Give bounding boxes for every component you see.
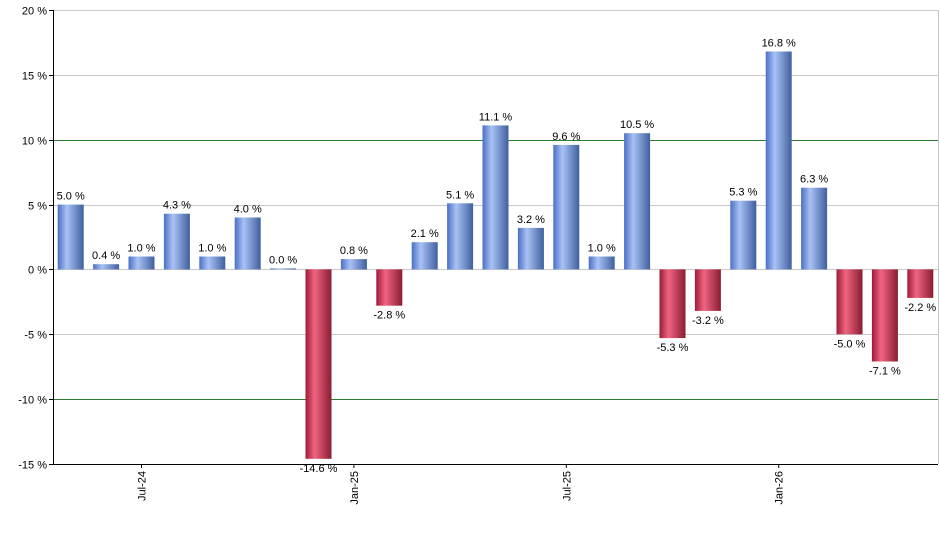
- data-label: -2.2 %: [904, 302, 936, 314]
- data-label: -2.8 %: [373, 310, 405, 322]
- bars: [57, 51, 934, 459]
- data-label: 1.0 %: [588, 243, 616, 255]
- data-label: 1.0 %: [198, 243, 226, 255]
- data-label: 10.5 %: [620, 119, 654, 131]
- y-tick-label: 5 %: [28, 201, 47, 213]
- bar-positive: [624, 133, 651, 270]
- data-label: -14.6 %: [300, 463, 338, 475]
- data-label: 5.1 %: [446, 189, 474, 201]
- bar-positive: [270, 268, 297, 270]
- bar-positive: [553, 144, 580, 270]
- y-tick-label: 0 %: [28, 265, 47, 277]
- data-label: 16.8 %: [762, 38, 796, 50]
- data-label: 0.8 %: [340, 245, 368, 257]
- bar-negative: [659, 269, 686, 339]
- y-tick-label: 10 %: [22, 136, 47, 148]
- bar-positive: [801, 187, 828, 270]
- bar-positive: [199, 256, 226, 270]
- bar-negative: [694, 269, 721, 311]
- data-label: 5.0 %: [57, 191, 85, 203]
- data-label: 4.0 %: [234, 204, 262, 216]
- y-tick-label: 20 %: [22, 6, 47, 18]
- data-label: 6.3 %: [800, 174, 828, 186]
- data-label: 2.1 %: [411, 228, 439, 240]
- axes: 20 % 15 % 10 % 5 % 0 % -5 % -10 % -15 % Jul-24 Ja…: [18, 6, 938, 505]
- bar-positive: [411, 242, 438, 270]
- data-label: 11.1 %: [479, 111, 513, 123]
- bar-positive: [128, 256, 155, 270]
- bar-positive: [730, 200, 757, 270]
- y-tick-label: -5 %: [24, 330, 47, 342]
- data-label: 3.2 %: [517, 214, 545, 226]
- data-labels: 5.0 % 0.4 % 1.0 % 4.3 % 1.0 % 4.0 % 0.0 % -14.6…: [57, 38, 937, 475]
- data-label: -3.2 %: [692, 315, 724, 327]
- data-label: -5.0 %: [834, 338, 866, 350]
- y-tick-label: 15 %: [22, 71, 47, 83]
- bar-negative: [376, 269, 403, 306]
- bar-negative: [871, 269, 898, 362]
- data-label: -7.1 %: [869, 366, 901, 378]
- data-label: 0.0 %: [269, 254, 297, 266]
- y-tick-label: -15 %: [18, 460, 47, 472]
- bar-positive: [765, 51, 792, 270]
- x-tick-label: Jan-25: [349, 471, 361, 505]
- bar-positive: [340, 259, 367, 270]
- data-label: 9.6 %: [552, 131, 580, 143]
- bar-positive: [482, 125, 509, 270]
- x-tick-label: Jul-25: [561, 471, 573, 501]
- bar-positive: [447, 203, 474, 270]
- data-label: -5.3 %: [657, 342, 689, 354]
- bar-negative: [907, 269, 934, 298]
- data-label: 0.4 %: [92, 250, 120, 262]
- x-tick-label: Jul-24: [137, 471, 149, 501]
- bar-positive: [93, 264, 120, 270]
- bar-negative: [305, 269, 332, 459]
- data-label: 1.0 %: [127, 243, 155, 255]
- bar-positive: [163, 213, 190, 270]
- bar-negative: [836, 269, 863, 335]
- data-label: 4.3 %: [163, 200, 191, 212]
- x-tick-label: Jan-26: [774, 471, 786, 505]
- bar-positive: [588, 256, 615, 270]
- bar-positive: [57, 204, 84, 270]
- bar-positive: [234, 217, 261, 270]
- data-label: 5.3 %: [729, 187, 757, 199]
- y-tick-label: -10 %: [18, 395, 47, 407]
- bar-positive: [517, 227, 544, 270]
